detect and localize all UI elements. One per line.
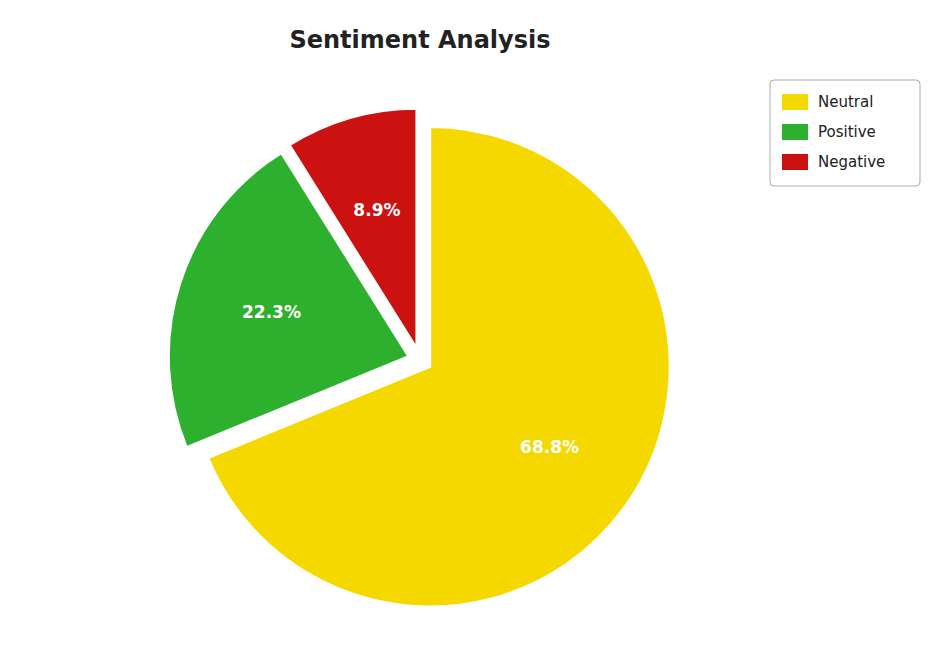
pie-labels: 68.8% 22.3% 8.9% [242, 200, 579, 457]
legend: Neutral Positive Negative [770, 80, 920, 186]
pie-slices [169, 108, 670, 606]
data-label: 22.3% [242, 302, 301, 322]
legend-swatch [782, 154, 808, 170]
chart-svg: Sentiment Analysis 68.8% 22.3% 8.9% Neutral P… [0, 0, 950, 662]
legend-swatch [782, 124, 808, 140]
legend-swatch [782, 94, 808, 110]
legend-frame [770, 80, 920, 186]
background [0, 0, 950, 662]
legend-label: Positive [818, 123, 876, 141]
data-label: 8.9% [353, 200, 400, 220]
chart-title: Sentiment Analysis [289, 26, 550, 54]
data-label: 68.8% [520, 437, 579, 457]
pie-slice [289, 108, 416, 348]
legend-label: Negative [818, 153, 885, 171]
legend-label: Neutral [818, 93, 873, 111]
chart-container: Sentiment Analysis 68.8% 22.3% 8.9% Neutral P… [0, 0, 950, 662]
